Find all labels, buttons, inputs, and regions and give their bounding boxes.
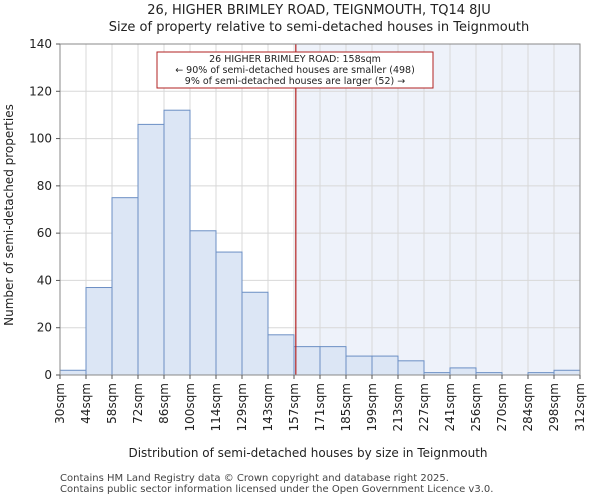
x-tick-label-100sqm: 100sqm bbox=[183, 383, 197, 431]
bar-213sqm bbox=[397, 360, 425, 376]
y-tick-label-100: 100 bbox=[29, 132, 52, 146]
y-axis-label: Number of semi-detached properties bbox=[2, 104, 16, 326]
bar-86sqm bbox=[163, 109, 191, 376]
bar-185sqm bbox=[345, 355, 373, 376]
y-tick-label-60: 60 bbox=[37, 226, 52, 240]
bars bbox=[59, 109, 581, 376]
chart-title-line2: Size of property relative to semi-detach… bbox=[109, 20, 530, 35]
x-tick-label-30sqm: 30sqm bbox=[53, 383, 67, 424]
footer-line1: Contains HM Land Registry data © Crown c… bbox=[60, 473, 449, 484]
y-tick-label-140: 140 bbox=[29, 37, 52, 51]
x-axis-label: Distribution of semi-detached houses by … bbox=[128, 446, 487, 460]
y-tick-label-40: 40 bbox=[37, 273, 52, 287]
annotation-box: 26 HIGHER BRIMLEY ROAD: 158sqm ← 90% of … bbox=[156, 51, 434, 89]
x-tick-label-270sqm: 270sqm bbox=[495, 383, 509, 431]
x-tick-label-199sqm: 199sqm bbox=[365, 383, 379, 431]
annotation-frame bbox=[156, 51, 434, 89]
x-tick-label-298sqm: 298sqm bbox=[547, 383, 561, 431]
y-tick-label-80: 80 bbox=[37, 179, 52, 193]
x-tick-label-72sqm: 72sqm bbox=[131, 383, 145, 424]
bar-72sqm bbox=[137, 123, 165, 376]
x-tick-label-171sqm: 171sqm bbox=[313, 383, 327, 431]
bar-44sqm bbox=[85, 287, 113, 376]
bar-157sqm bbox=[293, 346, 321, 376]
bar-298sqm bbox=[553, 369, 581, 376]
chart-title-line1: 26, HIGHER BRIMLEY ROAD, TEIGNMOUTH, TQ1… bbox=[147, 3, 491, 18]
x-tick-label-256sqm: 256sqm bbox=[469, 383, 483, 431]
bar-100sqm bbox=[189, 230, 217, 376]
footer-line2: Contains public sector information licen… bbox=[60, 484, 494, 495]
annotation-line3: 9% of semi-detached houses are larger (5… bbox=[185, 76, 405, 87]
x-tick-label-213sqm: 213sqm bbox=[391, 383, 405, 431]
larger-region bbox=[295, 44, 580, 375]
x-tick-label-58sqm: 58sqm bbox=[105, 383, 119, 424]
x-tick-label-185sqm: 185sqm bbox=[339, 383, 353, 431]
bar-143sqm bbox=[267, 334, 295, 376]
x-tick-label-312sqm: 312sqm bbox=[573, 383, 587, 431]
x-tick-label-284sqm: 284sqm bbox=[521, 383, 535, 431]
bar-171sqm bbox=[319, 346, 347, 376]
x-tick-label-114sqm: 114sqm bbox=[209, 383, 223, 431]
bar-199sqm bbox=[371, 355, 399, 376]
x-tick-label-86sqm: 86sqm bbox=[157, 383, 171, 424]
annotation-line1: 26 HIGHER BRIMLEY ROAD: 158sqm bbox=[209, 54, 381, 65]
x-axis-ticks: 30sqm 44sqm 58sqm 72sqm 86sqm 100sqm 114sqm 129… bbox=[53, 375, 587, 431]
x-tick-label-44sqm: 44sqm bbox=[79, 383, 93, 424]
bar-241sqm bbox=[449, 367, 477, 376]
y-tick-label-120: 120 bbox=[29, 84, 52, 98]
bar-114sqm bbox=[215, 251, 243, 376]
x-tick-label-129sqm: 129sqm bbox=[235, 383, 249, 431]
annotation-line2: ← 90% of semi-detached houses are smalle… bbox=[175, 65, 415, 76]
bar-58sqm bbox=[111, 197, 139, 376]
y-tick-label-20: 20 bbox=[37, 321, 52, 335]
x-tick-label-241sqm: 241sqm bbox=[443, 383, 457, 431]
x-tick-label-157sqm: 157sqm bbox=[287, 383, 301, 431]
y-axis-ticks: 0 20 40 60 80 100 120 140 bbox=[29, 37, 60, 382]
bar-129sqm bbox=[241, 291, 269, 376]
y-tick-label-0: 0 bbox=[44, 368, 52, 382]
bar-30sqm bbox=[59, 369, 87, 376]
x-tick-label-143sqm: 143sqm bbox=[261, 383, 275, 431]
x-tick-label-227sqm: 227sqm bbox=[417, 383, 431, 431]
